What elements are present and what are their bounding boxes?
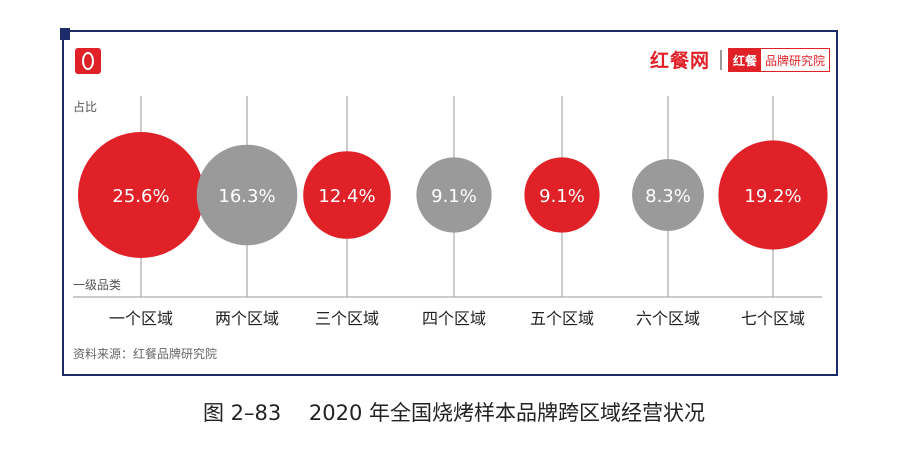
source-note: 资料来源：红餐品牌研究院	[73, 347, 218, 361]
bubble	[78, 132, 204, 258]
bubble	[524, 157, 600, 233]
brand-badge: 红餐 品牌研究院	[728, 48, 831, 72]
y-axis-label: 占比	[73, 100, 98, 114]
bubble-value-label: 25.6%	[112, 186, 169, 207]
x-axis-label: 一级品类	[73, 278, 122, 292]
brand-name: 红餐网	[650, 50, 711, 72]
category-labels: 一个区域 两个区域 三个区域 四个区域 五个区域 六个区域 七个区域	[109, 309, 805, 328]
category-label: 两个区域	[215, 309, 279, 328]
bubble	[718, 140, 828, 250]
frame-corner-mark	[60, 28, 70, 40]
category-label: 一个区域	[109, 309, 173, 328]
bubble-value-label: 9.1%	[431, 186, 477, 207]
bubble-value-label: 9.1%	[539, 186, 585, 207]
bubbles: 25.6% 16.3% 12.4% 9.1% 9.1% 8.3% 19.2%	[78, 132, 828, 258]
brand-badge-text: 品牌研究院	[765, 53, 826, 68]
category-label: 七个区域	[741, 309, 805, 328]
bubble-value-label: 19.2%	[744, 186, 801, 207]
bubble	[416, 157, 492, 233]
brand-divider	[720, 50, 722, 70]
category-label: 五个区域	[530, 309, 594, 328]
bubble-value-label: 8.3%	[645, 186, 691, 207]
figure-caption: 图 2–83 2020 年全国烧烤样本品牌跨区域经营状况	[202, 401, 706, 425]
brand-logo-icon	[75, 48, 101, 74]
bubble-value-label: 16.3%	[218, 186, 275, 207]
bubble	[196, 144, 298, 246]
bubble	[303, 151, 391, 239]
bubble-value-label: 12.4%	[318, 186, 375, 207]
category-label: 六个区域	[636, 309, 700, 328]
category-label: 三个区域	[315, 309, 379, 328]
brand-badge-red: 红餐	[729, 49, 762, 71]
bubble	[632, 159, 704, 231]
category-label: 四个区域	[422, 309, 486, 328]
